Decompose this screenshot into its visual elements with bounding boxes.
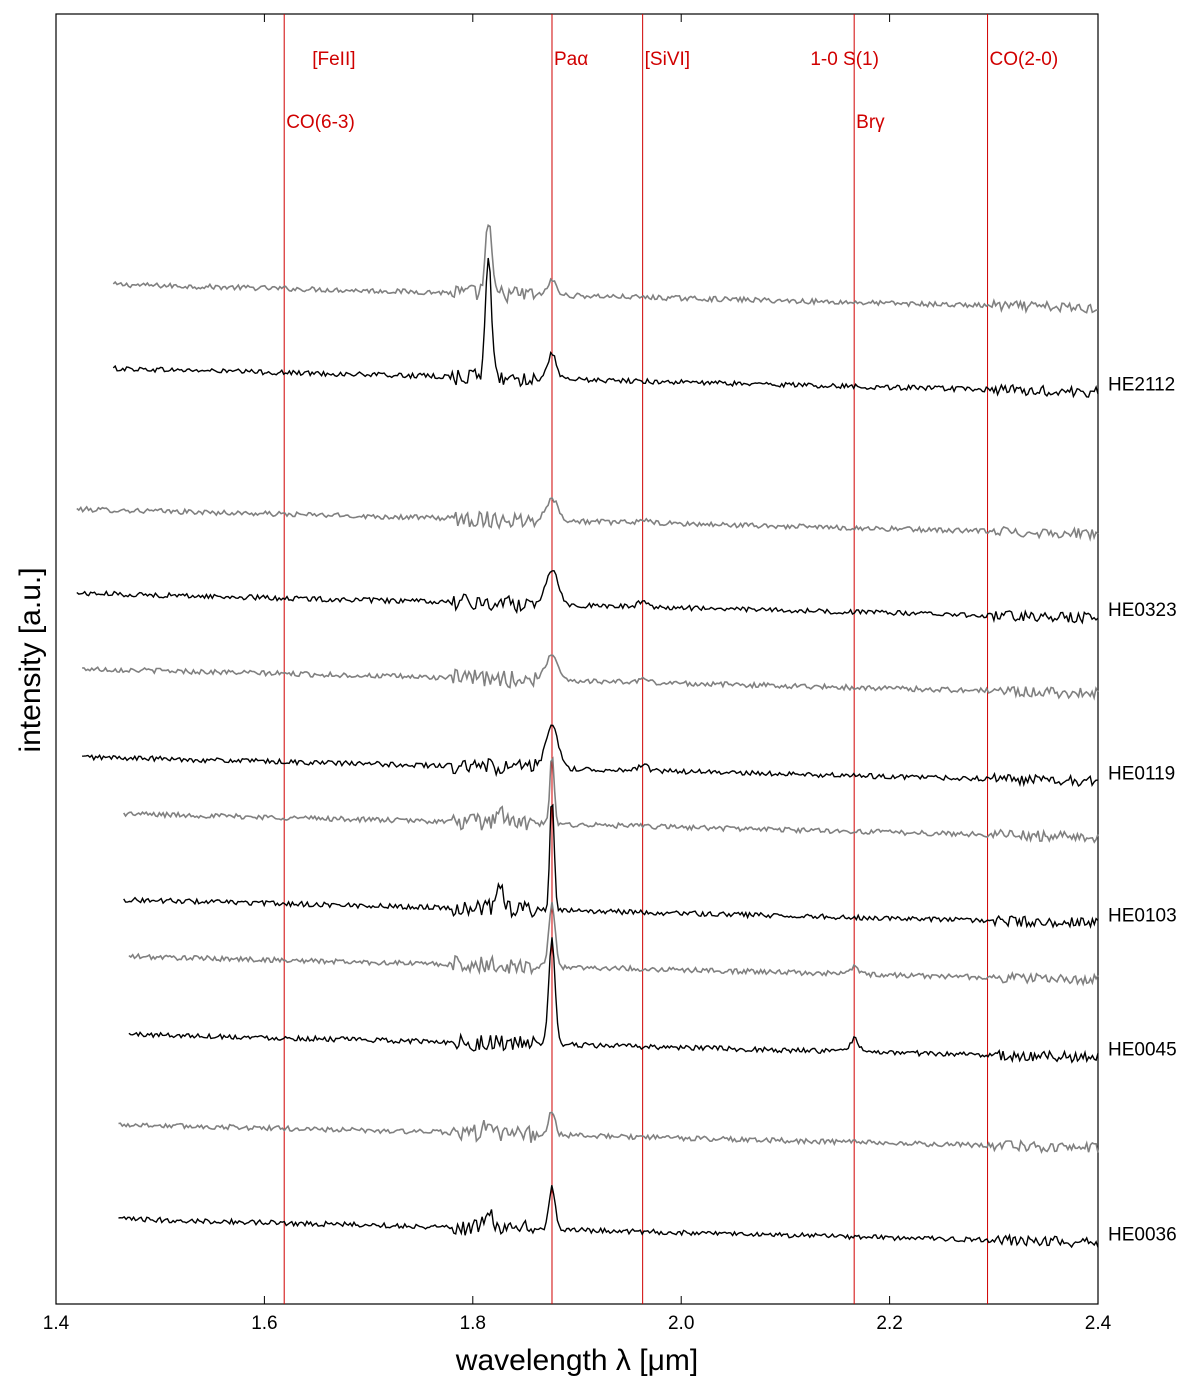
- x-tick-label-3: 2.0: [668, 1313, 694, 1334]
- x-tick-label-0: 1.4: [43, 1313, 70, 1334]
- x-tick-label-5: 2.4: [1085, 1313, 1112, 1334]
- spectrum-he0323-model: [76, 497, 1099, 542]
- line-label-4: 1-0 S(1): [810, 49, 879, 70]
- object-label-he0103: HE0103: [1108, 905, 1177, 926]
- plot-frame: [55, 13, 1099, 1305]
- line-label-2: Paα: [554, 49, 588, 70]
- object-label-he0323: HE0323: [1108, 600, 1177, 621]
- object-label-he0045: HE0045: [1108, 1040, 1177, 1061]
- x-tick-label-2: 1.8: [460, 1313, 486, 1334]
- spectrum-he0036-obs: [118, 1185, 1099, 1249]
- object-labels: HE2112 HE0323 HE0119 HE0103 HE0045 HE0036: [1108, 374, 1177, 1245]
- emission-line-markers: [283, 14, 989, 1304]
- line-label-3: [SiVI]: [645, 49, 690, 70]
- spectra: [76, 224, 1099, 1249]
- spectrum-he0045-model: [128, 901, 1099, 987]
- x-tick-label-4: 2.2: [876, 1313, 902, 1334]
- spectrum-he0036-model: [118, 1111, 1099, 1155]
- emission-line-labels: [FeII] CO(6-3) Paα [SiVI] 1-0 S(1) Brγ CO(2-0): [286, 49, 1058, 133]
- object-label-he0119: HE0119: [1108, 764, 1175, 785]
- spectrum-he0119-model: [82, 654, 1099, 701]
- x-axis-ticks: 1.4 1.6 1.8 2.0 2.2 2.4: [43, 14, 1112, 1334]
- line-label-6: CO(2-0): [990, 49, 1059, 70]
- spectrum-he0103-model: [123, 756, 1099, 844]
- plot-area: [FeII] CO(6-3) Paα [SiVI] 1-0 S(1) Brγ CO(2-0): [55, 13, 1099, 1305]
- spectrum-he0103-obs: [123, 803, 1099, 929]
- spectrum-he0045-obs: [128, 937, 1099, 1064]
- spectrum-he0323-obs: [76, 569, 1099, 625]
- object-label-he2112: HE2112: [1108, 374, 1175, 395]
- line-label-5: Brγ: [856, 112, 885, 133]
- spectrum-he0119-obs: [82, 724, 1098, 788]
- line-label-1: CO(6-3): [286, 112, 355, 133]
- spectrum-he2112-model: [112, 224, 1099, 314]
- spectrum-he2112-obs: [112, 257, 1099, 399]
- x-tick-label-1: 1.6: [251, 1313, 277, 1334]
- x-axis-label: wavelength λ [μm]: [455, 1344, 698, 1377]
- y-axis-label: intensity [a.u.]: [14, 567, 47, 752]
- line-label-0: [FeII]: [312, 49, 355, 70]
- object-label-he0036: HE0036: [1108, 1225, 1177, 1246]
